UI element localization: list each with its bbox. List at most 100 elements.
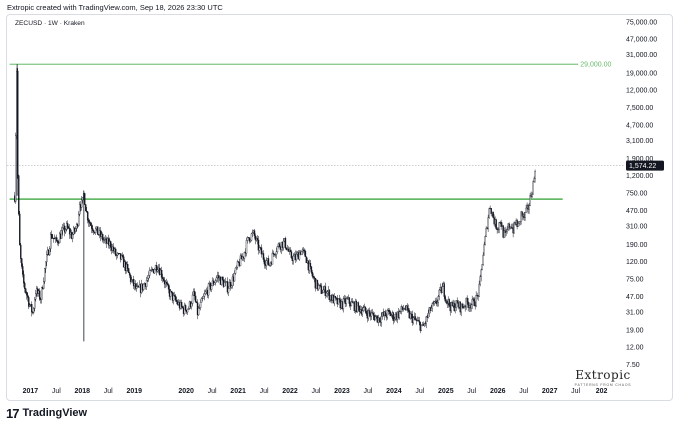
candle-body — [437, 296, 439, 303]
candle — [505, 228, 507, 236]
candle — [28, 296, 30, 310]
candle-body — [356, 302, 359, 312]
x-tick-label: Jul — [260, 388, 269, 395]
candle — [453, 300, 455, 312]
candle — [257, 235, 260, 255]
candle — [231, 273, 234, 289]
candle-body — [57, 240, 59, 243]
candle — [86, 211, 89, 224]
candle-body — [362, 307, 365, 311]
x-tick-label: 2026 — [490, 388, 506, 395]
candle — [460, 303, 462, 317]
candle-body — [230, 285, 233, 288]
price-chart[interactable]: 29,000.00 75,000.00 47,000.00 31,000.00 19,… — [7, 15, 672, 400]
candle-body — [68, 228, 71, 235]
candle — [161, 273, 164, 283]
candle — [423, 322, 425, 328]
candle — [45, 261, 47, 273]
candle — [80, 196, 83, 211]
candle-body — [384, 311, 387, 316]
tradingview-logo[interactable]: 17 TradingView — [6, 405, 87, 421]
candle-body — [498, 222, 500, 230]
candle — [234, 267, 237, 275]
candle-body — [441, 286, 443, 293]
candle — [44, 267, 46, 284]
candle-body — [121, 255, 124, 257]
chart-frame[interactable]: ZECUSD · 1W · Kraken 29,000.00 75,000.00… — [6, 14, 673, 401]
candle — [401, 306, 404, 312]
candle — [334, 295, 337, 301]
candle-body — [519, 221, 521, 223]
candle-body — [484, 236, 486, 245]
candle-body — [194, 295, 197, 302]
y-tick-label: 120.00 — [626, 259, 648, 266]
candle — [271, 249, 274, 265]
candle — [145, 276, 148, 290]
candle — [153, 267, 156, 274]
candle-body — [487, 217, 489, 229]
candle-body — [321, 292, 324, 294]
candle-body — [227, 288, 230, 293]
candle-body — [438, 289, 440, 297]
candle — [147, 271, 150, 282]
candle-body — [481, 264, 483, 271]
candle-body — [156, 269, 159, 272]
candle-body — [83, 193, 86, 205]
candle — [518, 221, 520, 227]
candle — [162, 276, 165, 283]
candle-body — [443, 283, 445, 297]
candle-body — [90, 225, 93, 229]
candle — [272, 250, 275, 257]
candle — [351, 298, 354, 303]
candle-body — [488, 208, 490, 218]
candle-body — [525, 207, 527, 213]
candle — [160, 266, 163, 281]
candle-body — [170, 290, 173, 293]
candle-body — [84, 204, 87, 212]
candle — [533, 176, 535, 183]
y-tick-label: 12.00 — [626, 345, 644, 352]
candle-body — [186, 308, 189, 313]
candle-body — [202, 296, 205, 299]
candle — [531, 192, 533, 198]
candle — [362, 304, 365, 313]
candle-body — [74, 228, 77, 232]
candle — [450, 301, 452, 313]
candle — [454, 303, 456, 314]
candle-body — [126, 264, 129, 269]
candle-body — [534, 171, 536, 179]
candle-body — [257, 239, 260, 251]
candle — [184, 303, 187, 311]
candle — [226, 277, 229, 295]
candle — [215, 275, 218, 283]
candle — [101, 232, 104, 243]
candle — [167, 283, 170, 294]
candle — [202, 293, 205, 299]
candle — [223, 279, 226, 287]
candle-body — [431, 303, 433, 309]
candle-body — [248, 237, 251, 242]
candle — [57, 240, 59, 246]
candle — [399, 310, 402, 314]
candle-body — [245, 240, 248, 254]
candle-body — [495, 219, 497, 229]
candle — [479, 274, 481, 287]
candle — [322, 285, 325, 293]
candle-body — [389, 311, 392, 317]
candle — [406, 303, 408, 313]
candle-body — [348, 297, 351, 304]
candle-body — [508, 223, 510, 229]
candle — [207, 282, 210, 299]
candle-body — [480, 269, 482, 277]
candle-body — [94, 228, 97, 233]
candle — [424, 321, 426, 327]
candle-body — [215, 277, 218, 281]
candle — [409, 311, 411, 320]
candle-body — [427, 313, 429, 318]
candle — [204, 289, 207, 295]
candle — [237, 261, 240, 264]
candle — [175, 297, 178, 305]
last-price-label: 1,574.22 — [629, 163, 656, 170]
x-tick-label: Jul — [467, 388, 476, 395]
candle-body — [263, 259, 266, 265]
